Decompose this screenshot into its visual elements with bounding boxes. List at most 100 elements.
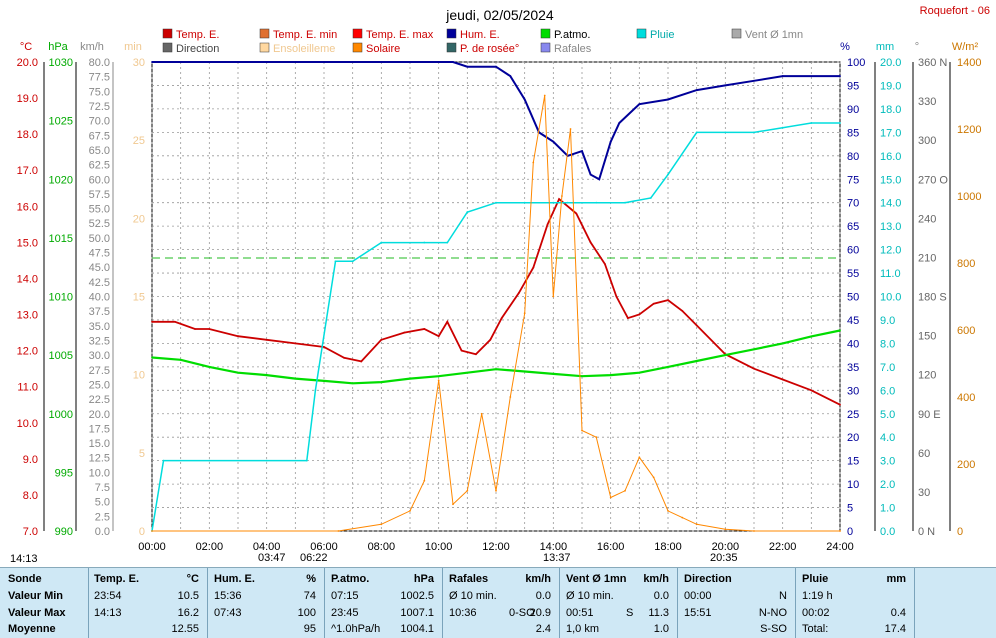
series-point — [839, 329, 841, 332]
column-unit: mm — [886, 573, 906, 585]
series-point — [403, 331, 406, 334]
dir-tick: 90 E — [918, 409, 941, 421]
series-point — [753, 348, 755, 351]
series-point — [839, 75, 841, 77]
hum-tick: 70 — [847, 198, 859, 210]
hum-tick: 10 — [847, 479, 859, 491]
series-point — [681, 310, 684, 312]
series-point — [543, 94, 546, 97]
series-point — [208, 365, 211, 368]
cell-value: N — [779, 590, 787, 602]
series-point — [360, 360, 363, 363]
series-point — [380, 241, 383, 244]
x-tick: 20:00 — [712, 541, 740, 553]
rain-tick: 19.0 — [880, 80, 901, 92]
series-point — [604, 263, 606, 265]
press-tick: 1010 — [49, 292, 73, 304]
wind-tick: 67.5 — [89, 130, 110, 142]
cell-value: 16.2 — [177, 607, 199, 619]
cell-value: 74 — [303, 590, 316, 602]
series-point — [409, 377, 411, 380]
column-header: Temp. E. — [94, 573, 140, 585]
hum-tick: 40 — [847, 338, 859, 350]
series-point — [595, 436, 598, 439]
legend-label: Temp. E. max — [366, 29, 434, 41]
minutes-tick: 25 — [133, 135, 145, 147]
cell-time: Ø 10 min. — [449, 590, 497, 602]
time-marker: 06:22 — [300, 552, 328, 564]
hum-tick: 90 — [847, 104, 859, 116]
cell-value: 95 — [303, 623, 316, 635]
dir-tick: 150 — [918, 331, 936, 343]
series-point — [724, 131, 727, 134]
column-header: Pluie — [802, 573, 829, 585]
rain-tick: 9.0 — [880, 315, 895, 327]
dir-tick: 300 — [918, 135, 936, 147]
cell-value: 0.4 — [890, 607, 906, 619]
x-tick: 18:00 — [654, 541, 682, 553]
hum-tick: 55 — [847, 268, 859, 280]
temp-tick: 7.0 — [23, 526, 38, 538]
temp-tick: 15.0 — [17, 237, 38, 249]
series-point — [314, 389, 317, 392]
series-point — [523, 201, 526, 204]
legend-label: Temp. E. min — [273, 29, 337, 41]
temp-tick: 8.0 — [23, 490, 38, 502]
minutes-tick: 15 — [133, 292, 145, 304]
series-point — [237, 371, 239, 374]
wind-tick: 52.5 — [89, 218, 110, 230]
dir-tick: 0 N — [918, 526, 935, 538]
table-column: Pluie mm 1:19 h 00:02 0.4 Total: 17.4 — [796, 568, 915, 638]
solar-tick: 1200 — [957, 124, 981, 136]
press-tick: 1000 — [49, 409, 73, 421]
series-point — [518, 291, 520, 294]
x-tick: 12:00 — [482, 541, 510, 553]
hum-tick: 20 — [847, 432, 859, 444]
minutes-tick: 0 — [139, 526, 145, 538]
wind-tick: 7.5 — [95, 482, 110, 494]
solar-tick: 0 — [957, 526, 963, 538]
series-point — [546, 223, 549, 226]
series-point — [667, 365, 669, 368]
cell-time: 00:51 — [566, 607, 594, 619]
press-tick: 1005 — [49, 350, 73, 362]
legend-label: Solaire — [366, 43, 400, 55]
cell-extra: S — [626, 607, 634, 619]
series-point — [839, 530, 841, 532]
series-point — [208, 328, 211, 330]
rain-tick: 0.0 — [880, 526, 895, 538]
rain-tick: 13.0 — [880, 221, 901, 233]
series-point — [305, 459, 308, 462]
series-point — [552, 201, 555, 204]
series-point — [589, 173, 592, 176]
series-point — [265, 338, 268, 341]
cell-value: 1004.1 — [400, 623, 434, 635]
cell-value: 0.0 — [535, 590, 551, 602]
legend-swatch — [540, 28, 551, 39]
series-point — [323, 346, 325, 348]
wind-tick: 10.0 — [89, 467, 110, 479]
wind-tick: 47.5 — [89, 248, 110, 260]
legend-label: Hum. E. — [460, 29, 500, 41]
legend-label: Rafales — [554, 43, 592, 55]
series-point — [466, 65, 469, 68]
series-point — [781, 75, 784, 77]
temp-tick: 17.0 — [17, 165, 38, 177]
table-column: Direction 00:00 N 15:51 N-NO S-SO — [678, 568, 796, 638]
cell-time: 1,0 km — [566, 623, 600, 635]
x-tick: 04:00 — [253, 541, 281, 553]
axis-unit-rain: mm — [876, 41, 894, 53]
series-point — [667, 299, 669, 302]
series-point — [532, 266, 535, 269]
x-tick: 00:00 — [138, 541, 166, 553]
series-point — [495, 368, 497, 371]
cell-value: 17.4 — [884, 623, 906, 635]
temp-tick: 20.0 — [17, 57, 38, 69]
hum-tick: 85 — [847, 127, 859, 139]
solar-tick: 600 — [957, 325, 975, 337]
series-point — [237, 61, 239, 63]
column-header: Vent Ø 1mn — [566, 573, 627, 585]
series-point — [343, 356, 345, 359]
time-marker: 03:47 — [258, 552, 286, 564]
series-point — [638, 103, 641, 106]
